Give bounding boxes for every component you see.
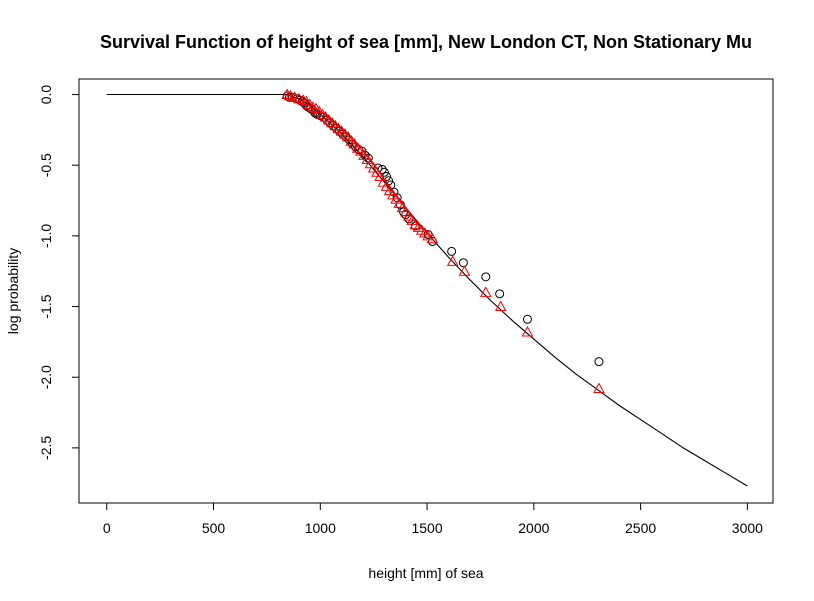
- y-tick-label: -1.5: [38, 294, 54, 318]
- model-point: [479, 286, 492, 297]
- x-tick-label: 2000: [518, 520, 549, 536]
- x-tick-label: 2500: [625, 520, 656, 536]
- model-point: [593, 382, 605, 394]
- x-tick-label: 500: [202, 520, 226, 536]
- survival-curve: [106, 93, 748, 487]
- y-tick-label: -0.5: [38, 153, 54, 177]
- y-tick-label: -2.5: [38, 436, 54, 460]
- plot-area: [106, 88, 748, 487]
- x-tick-label: 3000: [732, 520, 763, 536]
- plot-frame: [78, 78, 774, 504]
- x-axis-label: height [mm] of sea: [368, 565, 483, 581]
- model-point: [422, 229, 434, 241]
- empirical-point: [495, 289, 505, 299]
- x-tick-label: 0: [103, 520, 111, 536]
- y-axis: 0.0 -0.5 -1.0 -1.5 -2.0 -2.5: [38, 85, 80, 460]
- model-point: [374, 170, 386, 182]
- model-point: [426, 232, 439, 244]
- model-point: [458, 265, 471, 276]
- model-point: [521, 325, 534, 337]
- empirical-point: [594, 357, 604, 367]
- y-tick-label: -2.0: [38, 365, 54, 389]
- y-axis-label: log probability: [5, 248, 21, 334]
- empirical-point: [458, 258, 468, 268]
- empirical-point: [447, 246, 457, 256]
- y-tick-label: 0.0: [38, 85, 54, 105]
- chart-title: Survival Function of height of sea [mm],…: [100, 32, 752, 52]
- model-point: [281, 88, 294, 100]
- model-point: [446, 255, 459, 266]
- empirical-point: [522, 314, 532, 324]
- empirical-point: [389, 187, 399, 197]
- x-tick-label: 1500: [411, 520, 442, 536]
- x-axis: 0 500 1000 1500 2000 2500 3000: [103, 502, 763, 536]
- x-tick-label: 1000: [305, 520, 336, 536]
- model-point: [297, 94, 310, 105]
- empirical-point: [481, 272, 491, 282]
- y-tick-label: -1.0: [38, 224, 54, 248]
- model-point: [306, 101, 319, 112]
- model-point: [494, 300, 507, 312]
